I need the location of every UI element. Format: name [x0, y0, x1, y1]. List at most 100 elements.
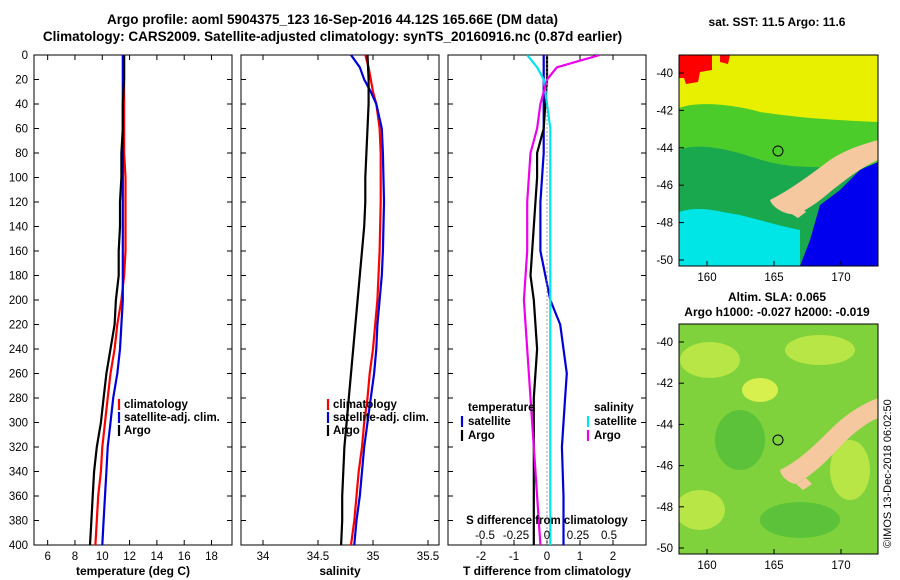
legend-entry: satellite [468, 416, 511, 428]
legend-entry: climatology [124, 399, 189, 411]
depth-tick-label: 360 [9, 491, 28, 503]
sla-map-title: Altim. SLA: 0.065 [728, 290, 826, 304]
map-lat-tick: -44 [656, 143, 673, 155]
temperature-panel-frame [33, 54, 233, 546]
x-tick-label: 2 [610, 551, 616, 563]
depth-tick-label: 120 [9, 197, 28, 209]
x-tick-label: 35.5 [417, 551, 439, 563]
sst-map-title: sat. SST: 11.5 Argo: 11.6 [709, 15, 846, 29]
x-tick-label: 8 [72, 551, 78, 563]
series-line-climatology [349, 55, 382, 545]
chart-title-line1: Argo profile: aoml 5904375_123 16-Sep-20… [107, 12, 558, 27]
depth-tick-label: 0 [22, 50, 28, 62]
series-line-satellite-adj-clim- [101, 55, 124, 545]
x-tick-label: 34 [257, 551, 270, 563]
secondary-x-tick-label: -0.5 [475, 530, 495, 542]
x-tick-label: 14 [150, 551, 163, 563]
depth-tick-label: 260 [9, 369, 28, 381]
salinity-panel: 34 34.5 35 35.5 salinity climatologysatellite… [257, 55, 439, 578]
depth-tick-label: 300 [9, 418, 28, 430]
legend-entry: satellite-adj. clim. [124, 412, 220, 424]
x-axis-label: T difference from climatology [463, 564, 631, 578]
depth-axis: 0 20 40 60 80 100 120 140 160 180 200 220 240 260 280 3… [9, 50, 646, 552]
x-tick-label: -2 [476, 551, 486, 563]
secondary-x-tick-label: 0.5 [601, 530, 617, 542]
secondary-x-tick-label: 0 [544, 530, 550, 542]
map-lon-tick: 170 [831, 560, 850, 572]
depth-tick-label: 60 [15, 124, 28, 136]
x-axis-label: temperature (deg C) [76, 564, 190, 578]
secondary-x-axis-label: S difference from climatology [466, 515, 628, 527]
salinity-panel-frame [240, 54, 440, 546]
difference-panel: -2 -1 0 1 2T difference from climatology temp… [460, 55, 637, 578]
depth-tick-label: 160 [9, 246, 28, 258]
legend-entry: Argo [468, 430, 495, 442]
map-lat-tick: -40 [656, 68, 673, 80]
x-tick-label: 18 [205, 551, 218, 563]
depth-tick-label: 280 [9, 393, 28, 405]
x-tick-label: 12 [123, 551, 136, 563]
series-line-salinity-argo [522, 55, 601, 545]
legend-entry: climatology [333, 399, 398, 411]
map-lat-tick: -48 [656, 218, 673, 230]
legend-entry: Argo [594, 430, 621, 442]
series-line-temperature-satellite [539, 55, 568, 545]
map-lat-tick: -42 [656, 105, 673, 117]
x-tick-label: 0 [544, 551, 550, 563]
depth-tick-label: 40 [15, 99, 28, 111]
map-lat-tick: -46 [656, 180, 673, 192]
legend-title-temperature: temperature [468, 402, 534, 414]
depth-tick-label: 400 [9, 540, 28, 552]
sla-map-axes: -40 -42 -44 -46 -48 -50 160 165 170 [656, 337, 850, 572]
depth-tick-label: 320 [9, 442, 28, 454]
sst-map-field [679, 55, 878, 266]
series-line-satellite-adj-clim- [350, 55, 386, 545]
series-line-argo [88, 55, 126, 545]
imos-credit: ©IMOS 13-Dec-2018 06:02:50 [882, 399, 894, 548]
chart-title-line2: Climatology: CARS2009. Satellite-adjuste… [42, 29, 623, 44]
secondary-x-tick-label: 0.25 [567, 530, 589, 542]
depth-tick-label: 80 [15, 148, 28, 160]
x-tick-label: 34.5 [307, 551, 329, 563]
depth-tick-label: 240 [9, 344, 28, 356]
legend-title-salinity: salinity [594, 402, 634, 414]
sst-map-axes: -40 -42 -44 -46 -48 -50 160 165 170 [656, 68, 850, 284]
series-line-climatology [94, 55, 127, 545]
depth-tick-label: 380 [9, 516, 28, 528]
map-lon-tick: 165 [764, 560, 783, 572]
sla-map-subtitle: Argo h1000: -0.027 h2000: -0.019 [684, 305, 870, 319]
profile-location-marker-bottom [772, 434, 784, 446]
x-tick-label: 35 [367, 551, 380, 563]
x-axis-label: salinity [319, 564, 361, 578]
map-lon-tick: 165 [764, 272, 783, 284]
map-lat-tick: -50 [656, 543, 673, 555]
legend-entry: Argo [333, 425, 360, 437]
depth-tick-label: 200 [9, 295, 28, 307]
map-lat-tick: -46 [656, 461, 673, 473]
series-line-salinity-satellite [526, 55, 552, 545]
legend-entry: satellite [594, 416, 637, 428]
series-line-argo [340, 55, 370, 545]
depth-tick-label: 100 [9, 173, 28, 185]
secondary-x-tick-label: -0.25 [503, 530, 529, 542]
x-tick-label: 10 [96, 551, 109, 563]
x-tick-label: 16 [178, 551, 191, 563]
depth-tick-label: 220 [9, 320, 28, 332]
map-lon-tick: 160 [697, 272, 716, 284]
map-lon-tick: 170 [831, 272, 850, 284]
map-lat-tick: -40 [656, 337, 673, 349]
depth-tick-label: 20 [15, 75, 28, 87]
map-lat-tick: -42 [656, 378, 673, 390]
map-lon-tick: 160 [697, 560, 716, 572]
legend-entry: satellite-adj. clim. [333, 412, 429, 424]
temperature-panel: 6 8 10 12 14 16 18 temperature (deg C) climatolo… [44, 55, 220, 578]
depth-tick-label: 140 [9, 222, 28, 234]
x-tick-label: -1 [509, 551, 519, 563]
map-lat-tick: -50 [656, 255, 673, 267]
x-tick-label: 6 [44, 551, 50, 563]
sla-map-field [679, 324, 878, 554]
map-lat-tick: -48 [656, 502, 673, 514]
map-lat-tick: -44 [656, 419, 673, 431]
legend-entry: Argo [124, 425, 151, 437]
